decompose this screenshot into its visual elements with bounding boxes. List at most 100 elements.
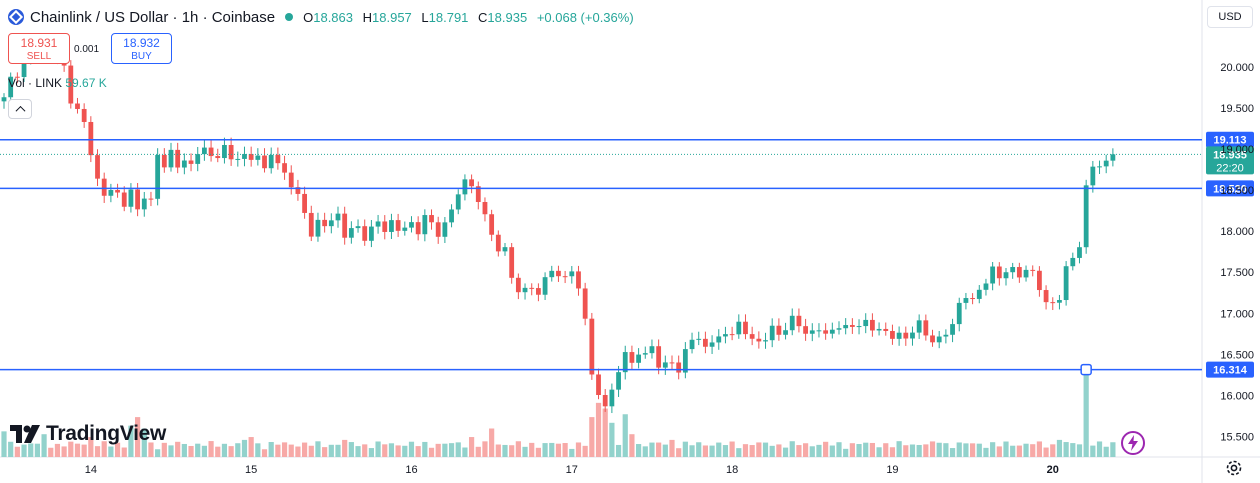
candle-body [188, 160, 194, 164]
volume-bar [1043, 447, 1049, 457]
candle-body [275, 154, 281, 164]
candle-body [763, 340, 768, 342]
candle-body [983, 283, 989, 290]
volume-bar [462, 447, 468, 457]
candle-body [308, 212, 314, 237]
candle-body [235, 158, 241, 160]
candle-body [1070, 257, 1076, 267]
candle-body [449, 209, 454, 223]
volume-bar [221, 443, 228, 457]
lightning-icon[interactable] [1120, 430, 1146, 456]
volume-bar [1076, 444, 1083, 457]
symbol-title[interactable]: Chainlink / US Dollar · 1h · Coinbase [30, 8, 276, 26]
volume-bar [936, 442, 942, 457]
candle-body [248, 154, 254, 160]
volume-bar [54, 443, 61, 457]
volume-bar [629, 434, 635, 457]
candle-body [268, 154, 274, 169]
sell-button[interactable]: 18.931 SELL [8, 33, 70, 64]
price-axis[interactable]: 20.000 19.500 19.000 18.500 18.000 17.500 17.0… [1220, 62, 1254, 444]
candle-body [602, 395, 608, 407]
candle-body [328, 220, 334, 227]
candle-body [215, 156, 221, 159]
volume-bar [555, 443, 562, 457]
price-tick-label: 17.000 [1220, 308, 1254, 320]
candle-body [642, 353, 648, 355]
volume-bar [382, 444, 388, 457]
last-price-label: 18.935 [1213, 149, 1247, 161]
price-tick-label: 17.500 [1220, 267, 1254, 279]
volume-bar [395, 445, 401, 457]
candle-body [75, 103, 80, 109]
volume-bar [709, 445, 715, 457]
volume-bar [241, 439, 248, 457]
candle-body [916, 320, 922, 333]
time-tick-label: 17 [566, 464, 578, 476]
volume-bar [589, 417, 595, 457]
volume-bar [896, 441, 902, 457]
volume-bar [983, 447, 989, 457]
candle-body [682, 349, 688, 373]
candle-body [95, 155, 100, 179]
candle-body [228, 144, 234, 160]
candle-body [990, 266, 996, 284]
candle-body [823, 330, 829, 334]
candle-body [863, 319, 869, 327]
volume-bar [108, 446, 114, 457]
volume-bar [949, 448, 956, 457]
time-axis[interactable]: 14 15 16 17 18 19 20 [85, 464, 1059, 476]
volume-bar [475, 446, 481, 457]
candle-body [723, 334, 728, 337]
volume-bar [448, 443, 455, 457]
candle-body [489, 214, 495, 235]
volume-bar [649, 442, 655, 457]
volume-bar [1016, 445, 1022, 457]
chainlink-logo-icon [8, 9, 24, 25]
price-tick-label: 19.500 [1220, 103, 1254, 115]
candle-body [1063, 266, 1069, 301]
volume-bar [542, 443, 548, 457]
volume-bar [14, 446, 20, 457]
currency-selector[interactable]: USD [1207, 6, 1253, 28]
price-tick-label: 16.500 [1220, 349, 1254, 361]
volume-bar [916, 444, 922, 457]
candle-body [576, 271, 581, 289]
time-tick-label: 20 [1047, 464, 1059, 476]
volume-bar [889, 447, 896, 457]
candle-body [836, 328, 842, 330]
volume-bar [322, 447, 328, 457]
volume-bar [803, 443, 809, 457]
volume-bar [388, 443, 395, 457]
volume-bar [455, 442, 461, 457]
volume-bar [722, 445, 729, 457]
candle-body [475, 186, 481, 202]
collapse-legend-button[interactable] [8, 99, 32, 119]
candle-body [1030, 269, 1036, 271]
volume-bar [1110, 442, 1116, 457]
volume-bar [849, 443, 855, 457]
candle-body [522, 287, 528, 293]
volume-bar [796, 445, 802, 457]
volume-bar [428, 447, 435, 457]
volume-bar [816, 444, 822, 457]
candle-body [161, 154, 167, 168]
candle-body [295, 187, 301, 194]
candle-body [622, 352, 628, 373]
candle-body [455, 194, 461, 210]
volume-bar [522, 446, 528, 457]
volume-bar [923, 444, 929, 457]
time-tick-label: 16 [405, 464, 417, 476]
candle-body [429, 215, 434, 223]
volume-bar [856, 444, 862, 457]
volume-bar [28, 443, 34, 457]
candle-body [943, 334, 949, 337]
buy-button[interactable]: 18.932 BUY [111, 33, 172, 64]
volume-bar [1056, 439, 1063, 457]
volume-bar [789, 441, 795, 457]
candle-body [88, 121, 94, 156]
settings-gear-icon[interactable] [1224, 458, 1244, 478]
level-price-label: 16.314 [1213, 365, 1248, 377]
volume-bar [68, 441, 74, 457]
